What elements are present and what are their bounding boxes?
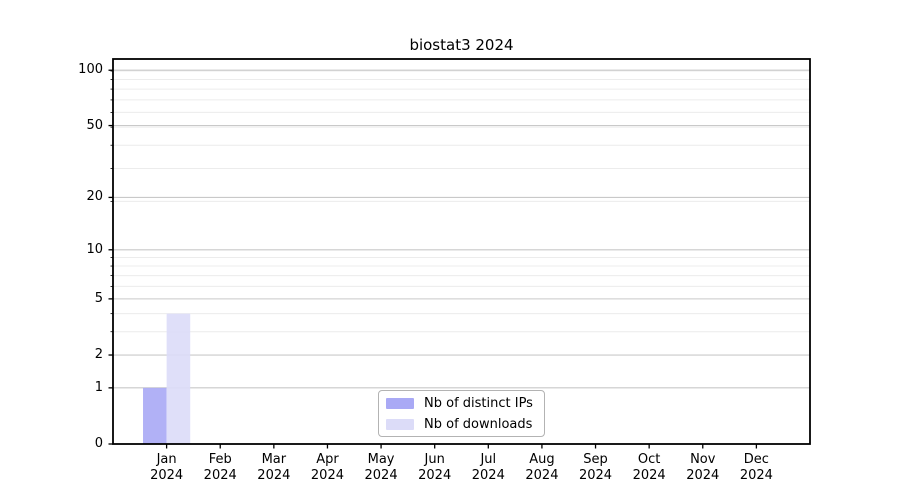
- month-label: Jun: [424, 452, 445, 467]
- y-tick-label-5: 5: [94, 290, 103, 306]
- month-label: Dec: [743, 452, 769, 467]
- legend-swatch-distinct-ips-icon: [386, 397, 414, 409]
- y-tick-label-100: 100: [78, 62, 103, 78]
- year-label: 2024: [150, 468, 184, 483]
- x-tick-label-dec: Dec 2024: [740, 452, 773, 484]
- x-tick-label-jun: Jun 2024: [418, 452, 451, 484]
- month-label: Jan: [156, 452, 177, 467]
- year-label: 2024: [364, 468, 398, 483]
- year-label: 2024: [418, 468, 452, 483]
- x-tick-label-feb: Feb 2024: [204, 452, 237, 484]
- y-tick-label-20: 20: [86, 189, 103, 205]
- x-tick-label-mar: Mar 2024: [257, 452, 290, 484]
- year-label: 2024: [203, 468, 237, 483]
- y-tick-label-1: 1: [94, 379, 103, 395]
- month-label: Nov: [690, 452, 716, 467]
- year-label: 2024: [257, 468, 291, 483]
- legend-item-distinct-ips: Nb of distinct IPs: [386, 396, 544, 411]
- x-tick-label-nov: Nov 2024: [686, 452, 719, 484]
- year-label: 2024: [471, 468, 505, 483]
- bar-jan-series0: [143, 387, 167, 444]
- legend: Nb of distinct IPs Nb of downloads: [378, 390, 545, 437]
- legend-swatch-downloads-icon: [386, 418, 414, 430]
- x-tick-label-oct: Oct 2024: [633, 452, 666, 484]
- month-label: May: [367, 452, 395, 467]
- year-label: 2024: [739, 468, 773, 483]
- year-label: 2024: [686, 468, 720, 483]
- month-label: Oct: [637, 452, 661, 467]
- chart-title: biostat3 2024: [409, 36, 514, 54]
- legend-label-distinct-ips: Nb of distinct IPs: [424, 395, 533, 411]
- y-tick-label-50: 50: [86, 117, 103, 133]
- year-label: 2024: [310, 468, 344, 483]
- year-label: 2024: [578, 468, 613, 483]
- year-label: 2024: [632, 468, 666, 483]
- x-tick-label-may: May 2024: [365, 452, 398, 484]
- y-tick-label-0: 0: [94, 436, 103, 451]
- month-label: Apr: [316, 452, 339, 467]
- x-tick-label-apr: Apr 2024: [311, 452, 344, 484]
- y-tick-label-2: 2: [94, 347, 103, 363]
- plot-border: [112, 58, 811, 445]
- legend-label-downloads: Nb of downloads: [424, 416, 533, 432]
- month-label: Jul: [480, 452, 497, 467]
- month-label: Sep: [583, 452, 608, 467]
- x-tick-label-jul: Jul 2024: [472, 452, 505, 484]
- bar-jan-series1: [166, 313, 191, 444]
- year-label: 2024: [525, 468, 559, 483]
- y-tick-label-10: 10: [86, 241, 103, 257]
- legend-item-downloads: Nb of downloads: [386, 417, 544, 432]
- month-label: Feb: [208, 452, 232, 467]
- x-tick-label-sep: Sep 2024: [579, 452, 612, 484]
- x-tick-label-jan: Jan 2024: [150, 452, 183, 484]
- x-tick-label-aug: Aug 2024: [525, 452, 558, 484]
- month-label: Aug: [529, 452, 555, 467]
- month-label: Mar: [261, 452, 287, 467]
